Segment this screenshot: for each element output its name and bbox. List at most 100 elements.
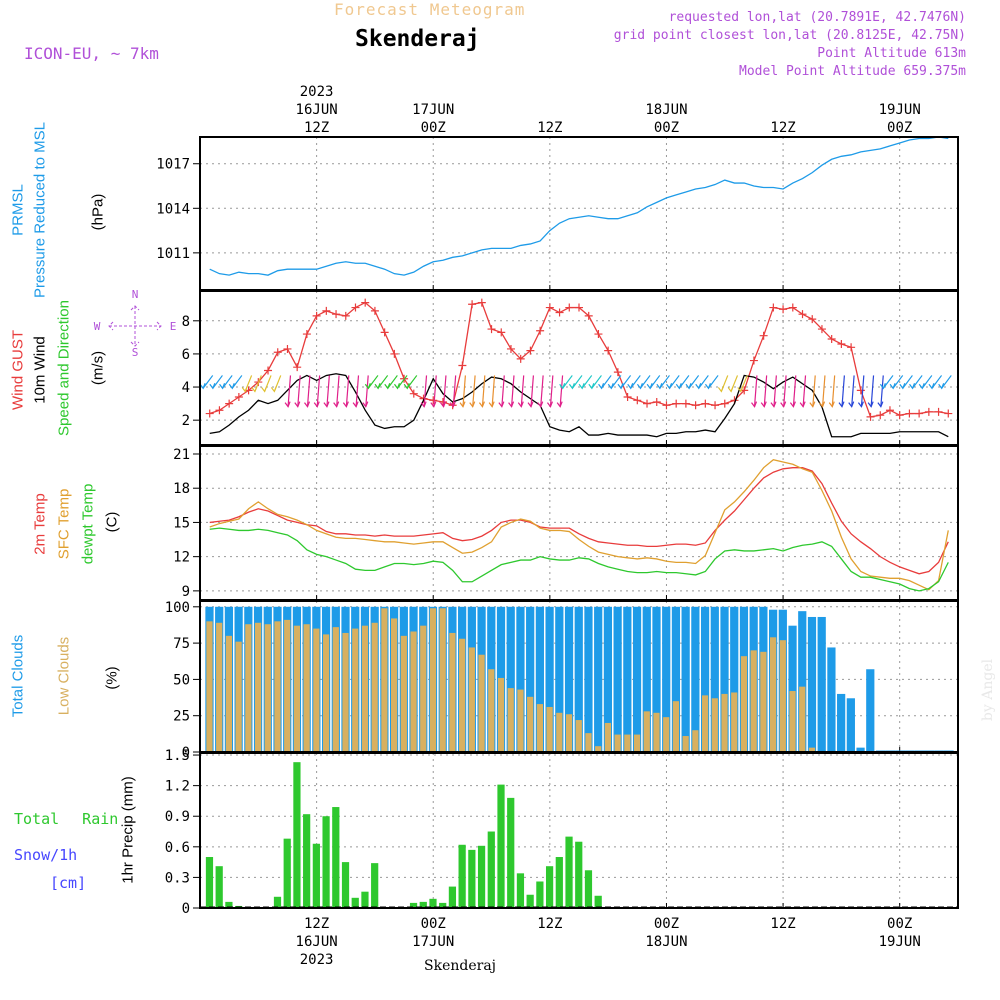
compass-e: E <box>170 320 177 333</box>
low-cloud-bar <box>468 647 475 752</box>
bottom-time-label: 00Z <box>421 916 446 932</box>
y-tick-label: 100 <box>165 600 190 616</box>
wind-arrow <box>562 375 573 389</box>
gust-point <box>506 344 515 353</box>
low-cloud-bar <box>497 677 505 752</box>
rain-bar <box>322 816 330 908</box>
gust-point <box>322 306 331 315</box>
compass-w: W <box>94 320 101 333</box>
wind-arrow <box>802 375 807 407</box>
y-tick-label: 4 <box>182 380 190 396</box>
wind-arrow-head <box>364 383 371 390</box>
rain-bar <box>477 845 486 908</box>
wind-arrow-head <box>498 401 505 408</box>
rain-bar <box>419 901 427 908</box>
top-time-label: 2023 <box>300 84 334 100</box>
compass-rose-icon <box>108 305 162 347</box>
chart-title: Skenderaj <box>355 26 480 52</box>
wind-arrow-head <box>556 401 563 408</box>
wind-arrow <box>530 375 535 407</box>
bottom-time-label: 00Z <box>887 916 912 932</box>
wind-arrow <box>870 375 875 407</box>
wind-arrow-head <box>727 386 734 393</box>
low-cloud-bar <box>614 734 621 752</box>
wind-arrow-head <box>362 401 369 408</box>
wind-arrow <box>231 375 243 389</box>
gust-point <box>817 325 826 334</box>
low-cloud-bar <box>429 608 437 752</box>
wind-arrow-head <box>352 401 359 408</box>
wind-arrow <box>763 375 768 407</box>
gust-point <box>847 343 856 352</box>
low-cloud-bar <box>672 701 680 752</box>
rain-bar <box>361 891 369 908</box>
gust-point <box>536 326 545 335</box>
low-cloud-bar <box>410 631 417 752</box>
gust-point <box>293 363 302 372</box>
wind-arrow-head <box>559 383 566 390</box>
rain-bar <box>594 895 602 908</box>
wind-arrow-head <box>284 401 291 408</box>
y-tick-label: 0.3 <box>165 870 190 886</box>
gust-point <box>876 411 885 420</box>
wind-arrow <box>433 375 437 407</box>
top-time-label: 00Z <box>654 120 679 136</box>
low-cloud-bar <box>488 669 495 752</box>
precipitation-panel <box>193 752 959 909</box>
total-cloud-bar <box>535 606 544 752</box>
low-cloud-bar <box>604 722 612 752</box>
wind-arrow-head <box>209 383 216 390</box>
wind-arrow <box>792 375 797 407</box>
gust-point <box>516 354 525 363</box>
total-cloud-bar <box>555 606 564 752</box>
gust-point <box>915 409 924 418</box>
gust-point <box>429 396 438 405</box>
wind-arrow <box>707 375 719 389</box>
wind-arrow <box>831 375 836 407</box>
wind-arrow-head <box>666 383 673 390</box>
low-cloud-bar <box>371 622 378 752</box>
gust-point <box>215 406 224 415</box>
y-tick-label: 0 <box>182 745 190 761</box>
bottom-time-label: 12Z <box>770 916 795 932</box>
wind-arrow <box>678 375 690 389</box>
y-tick-label: 75 <box>173 636 190 652</box>
wind-arrow <box>202 375 214 389</box>
wind-arrow-head <box>646 383 653 390</box>
rain-bar <box>536 881 544 908</box>
wind-arrow <box>501 375 505 407</box>
wind-arrow-head <box>704 383 712 390</box>
wind-arrow <box>462 375 466 407</box>
low-cloud-bar <box>701 695 709 752</box>
y-tick-label: 0.9 <box>165 809 190 825</box>
rain-bar <box>555 857 563 908</box>
wind-arrow <box>783 375 787 407</box>
gust-point <box>856 386 865 395</box>
wind-arrow-head <box>799 401 806 408</box>
low-cloud-bar <box>322 634 330 752</box>
rain-bar <box>468 849 476 908</box>
wind-arrow-head <box>809 401 816 408</box>
total-cloud-bar <box>623 606 632 752</box>
y-tick-label: 12 <box>173 550 190 566</box>
wind-arrow <box>610 375 622 389</box>
rain-bar <box>205 857 214 908</box>
gust-point <box>312 311 321 320</box>
low-cloud-bar <box>721 693 728 752</box>
gust-point <box>749 356 758 365</box>
wind-arrow-head <box>420 401 427 408</box>
wind-arrow-head <box>789 401 796 408</box>
wind-arrow-head <box>656 383 663 390</box>
gust-point <box>643 399 652 408</box>
precip-label-rain: Total Rain <box>14 810 119 828</box>
gust-point <box>205 409 214 418</box>
low-cloud-bar <box>585 733 592 752</box>
wind-arrow <box>212 375 223 389</box>
gust-point <box>681 399 690 408</box>
total-cloud-bar <box>681 606 690 752</box>
wind-arrow <box>882 375 894 389</box>
gust-point <box>283 344 292 353</box>
low-cloud-bar <box>245 624 252 752</box>
series-line-wind-gust <box>209 301 949 418</box>
wind-arrow-head <box>848 401 855 408</box>
